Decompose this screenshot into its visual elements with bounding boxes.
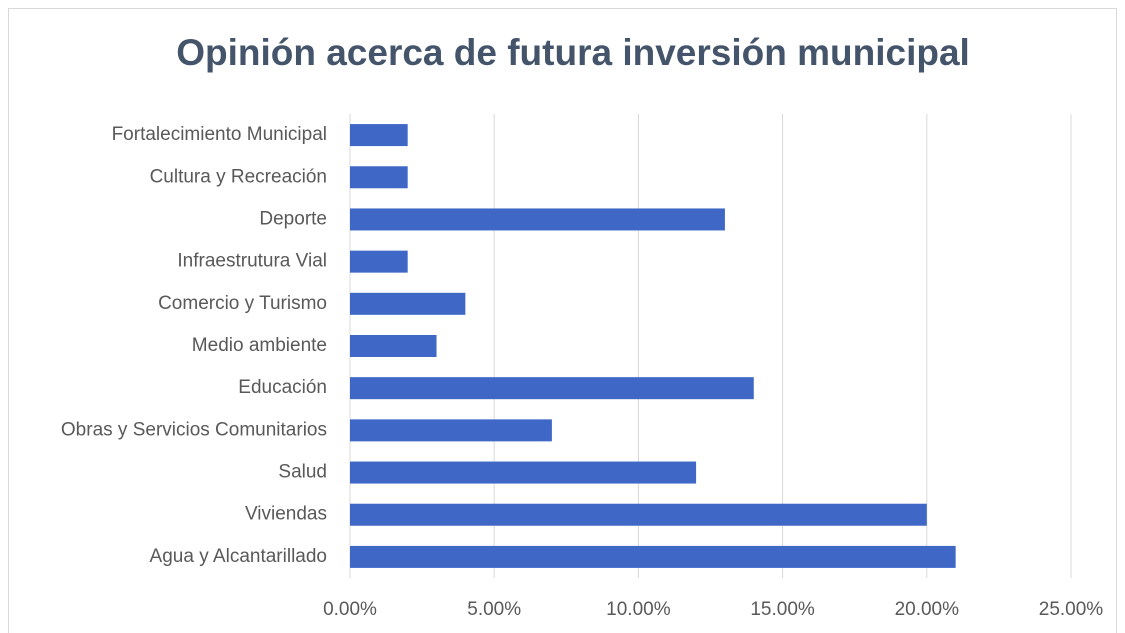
y-tick-label: Obras y Servicios Comunitarios	[61, 419, 327, 440]
y-tick-label: Educación	[238, 377, 327, 398]
y-tick-label: Infraestrutura Vial	[177, 251, 327, 272]
bar	[350, 250, 408, 273]
y-tick-label: Fortalecimiento Municipal	[112, 124, 327, 145]
bar	[350, 461, 697, 484]
bar	[350, 377, 754, 400]
x-tick-label: 15.00%	[750, 599, 815, 620]
bar	[350, 166, 408, 189]
bar	[350, 545, 956, 568]
bar	[350, 419, 552, 442]
bar	[350, 503, 927, 526]
y-tick-label: Salud	[278, 462, 327, 483]
chart-border	[8, 8, 1117, 633]
bar	[350, 124, 408, 147]
bar	[350, 208, 725, 231]
y-tick-label: Comercio y Turismo	[158, 293, 327, 314]
x-tick-label: 10.00%	[606, 599, 671, 620]
chart-title: Opinión acerca de futura inversión munic…	[176, 32, 970, 73]
x-tick-label: 25.00%	[1039, 599, 1104, 620]
y-tick-label: Cultura y Recreación	[150, 166, 327, 187]
y-tick-label: Agua y Alcantarillado	[150, 546, 327, 567]
bar	[350, 292, 466, 315]
x-tick-label: 5.00%	[467, 599, 521, 620]
y-tick-label: Deporte	[259, 208, 327, 229]
bar	[350, 335, 437, 357]
y-tick-label: Viviendas	[245, 504, 327, 525]
x-tick-label: 20.00%	[895, 599, 960, 620]
y-tick-label: Medio ambiente	[192, 335, 327, 356]
x-tick-label: 0.00%	[323, 599, 377, 620]
